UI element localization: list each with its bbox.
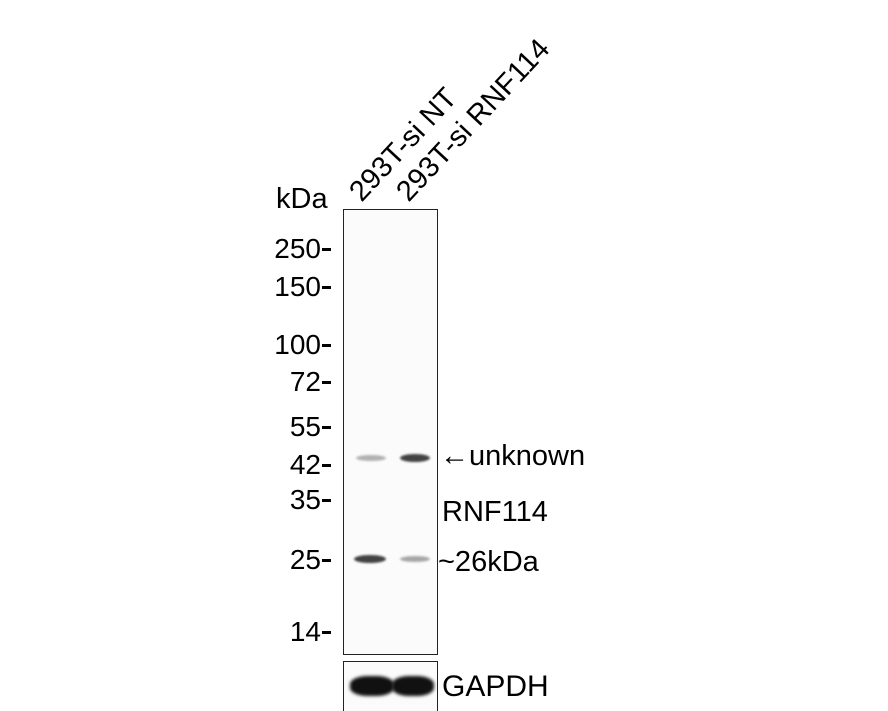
unknown-band-annotation: ←unknown <box>440 440 586 472</box>
marker-72: 72 <box>290 368 331 396</box>
marker-35: 35 <box>290 486 331 514</box>
main-blot-panel <box>343 209 438 655</box>
band-unknown-lane2 <box>400 454 430 462</box>
marker-55: 55 <box>290 413 331 441</box>
band-gapdh-lane1 <box>350 676 394 696</box>
marker-42: 42 <box>290 451 331 479</box>
band-gapdh-lane2 <box>392 676 434 696</box>
target-size-label: ~26kDa <box>438 546 539 578</box>
marker-100: 100 <box>274 331 331 359</box>
marker-25: 25 <box>290 546 331 574</box>
loading-control-label: GAPDH <box>442 670 549 703</box>
band-unknown-lane1 <box>356 455 386 461</box>
marker-14: 14 <box>290 618 331 646</box>
kda-unit-label: kDa <box>276 183 328 215</box>
target-protein-label: RNF114 <box>442 496 548 528</box>
band-rnf114-lane1 <box>354 555 386 563</box>
marker-150: 150 <box>274 273 331 301</box>
marker-250: 250 <box>274 235 331 263</box>
band-rnf114-lane2 <box>400 556 430 562</box>
gapdh-blot-panel <box>343 661 438 711</box>
